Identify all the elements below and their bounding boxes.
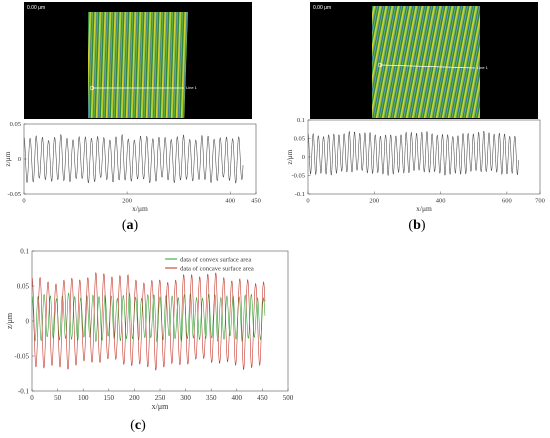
y-tick-label: 0.05 — [10, 121, 21, 128]
x-tick-label: 450 — [251, 198, 261, 205]
x-tick-label: 0 — [22, 198, 25, 205]
y-axis-label: z/μm — [5, 312, 14, 329]
y-tick-label: -0.05 — [7, 191, 21, 198]
y-axis-label: z/μm — [6, 151, 12, 166]
plot-frame — [31, 250, 289, 392]
x-tick-label: 250 — [155, 394, 166, 402]
caption-a: (a) — [121, 218, 139, 233]
x-tick-label: 400 — [436, 198, 446, 205]
x-tick-label: 350 — [206, 394, 217, 402]
x-tick-label: 0 — [30, 394, 34, 402]
plot-frame — [23, 123, 257, 195]
micrograph-corner-label: 0.00 μm — [27, 5, 46, 11]
caption-b: (b) — [408, 218, 426, 233]
profile-line-label: Line 1 — [477, 65, 488, 70]
x-axis-label: x/μm — [132, 204, 148, 213]
caption-letter: b — [413, 218, 421, 233]
caption-letter: c — [134, 418, 142, 433]
legend-label: data of convex surface area — [180, 257, 251, 264]
series-line-1 — [31, 292, 266, 343]
x-tick-label: 400 — [232, 394, 243, 402]
series-line-1 — [307, 130, 519, 176]
x-tick-label: 200 — [122, 198, 132, 205]
plot-frame — [307, 119, 541, 195]
x-tick-label: 450 — [257, 394, 268, 402]
y-tick-label: 0.05 — [17, 282, 30, 290]
y-tick-label: 0.1 — [297, 117, 305, 124]
caption-letter: a — [126, 218, 134, 233]
x-axis-label: x/μm — [152, 402, 170, 411]
caption-c: (c) — [130, 418, 146, 433]
micrograph-b: 0.00 μm Line 1 — [310, 2, 538, 119]
profile-line-overlay — [377, 62, 476, 69]
series-line-2 — [31, 272, 266, 371]
x-tick-label: 300 — [180, 394, 191, 402]
y-tick-label: 0.1 — [20, 247, 29, 255]
micrograph-a: 0.00 μm Line 1 — [24, 2, 252, 119]
y-tick-label: 0 — [26, 317, 30, 325]
legend-label: data of concave surface area — [180, 266, 254, 273]
profile-line-label: Line 1 — [186, 85, 197, 90]
y-tick-label: -0.05 — [14, 352, 29, 360]
y-tick-label: 0.05 — [294, 136, 305, 143]
profile-line-overlay — [89, 85, 184, 91]
profile-chart-c: 0 50 100 150 200 250 300 350 400 450 500 -0.1 -0.05 0… — [5, 247, 294, 411]
surface-scan-image — [88, 12, 188, 118]
x-tick-label: 400 — [225, 198, 235, 205]
x-axis-label: x/μm — [416, 204, 432, 213]
x-tick-label: 200 — [129, 394, 140, 402]
surface-scan-image — [372, 6, 480, 118]
x-tick-label: 150 — [104, 394, 115, 402]
micrograph-corner-label: 0.00 μm — [313, 5, 332, 11]
x-tick-label: 50 — [54, 394, 62, 402]
x-tick-label: 0 — [306, 198, 309, 205]
y-tick-label: -0.1 — [18, 387, 30, 395]
surface-scan-svg — [372, 6, 480, 118]
y-tick-label: 0 — [302, 154, 305, 161]
y-axis-label: z/μm — [286, 149, 294, 164]
x-tick-label: 700 — [535, 198, 545, 205]
profile-chart-b: 0 200 400 600 700 -0.1 -0.05 0 0.05 0.1 x/μm z/μm — [286, 117, 545, 213]
x-tick-label: 500 — [283, 394, 294, 402]
surface-scan-svg — [88, 12, 188, 118]
series-line-1 — [23, 134, 244, 184]
x-tick-label: 100 — [78, 394, 89, 402]
y-tick-label: 0 — [18, 156, 21, 163]
x-tick-label: 200 — [369, 198, 379, 205]
y-tick-label: -0.1 — [295, 191, 305, 198]
y-tick-label: -0.05 — [291, 173, 305, 180]
x-tick-label: 600 — [502, 198, 512, 205]
